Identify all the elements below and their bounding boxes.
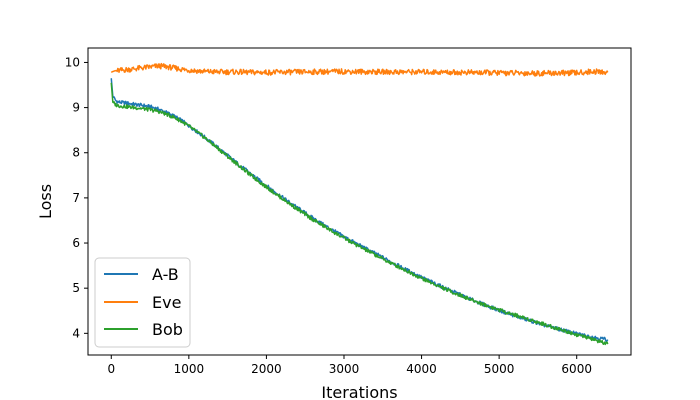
series-layer [110, 62, 609, 346]
legend-label-bob: Bob [152, 320, 183, 339]
series-line-bob [110, 82, 609, 346]
legend-frame [94, 257, 191, 348]
x-tick-label: 1000 [174, 362, 205, 376]
y-tick-label: 4 [72, 326, 80, 340]
ticks-layer: 0 1000 2000 3000 4000 5000 6000 4 5 6 7 8 9 10 [65, 55, 592, 376]
x-tick-label: 3000 [329, 362, 360, 376]
y-tick-label: 9 [72, 101, 80, 115]
x-axis-label: Iterations [321, 383, 397, 400]
series-line-eve [110, 62, 609, 77]
x-tick-label: 4000 [406, 362, 437, 376]
legend-label-eve: Eve [152, 293, 181, 312]
y-axis-label: Loss [36, 184, 55, 219]
x-tick-label: 2000 [251, 362, 282, 376]
y-tick-label: 8 [72, 146, 80, 160]
y-tick-label: 6 [72, 236, 80, 250]
x-tick-label: 0 [107, 362, 115, 376]
plot-frame [87, 47, 632, 356]
y-tick-label: 5 [72, 281, 80, 295]
x-tick-label: 6000 [561, 362, 592, 376]
y-tick-label: 10 [65, 55, 80, 69]
legend: A-B Eve Bob [94, 257, 191, 348]
x-tick-label: 5000 [484, 362, 515, 376]
legend-label-a-b: A-B [152, 265, 179, 284]
y-tick-label: 7 [72, 191, 80, 205]
